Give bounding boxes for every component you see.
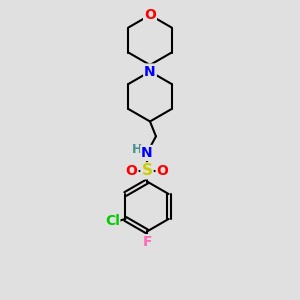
- Text: S: S: [142, 163, 152, 178]
- Text: H: H: [132, 143, 143, 156]
- Text: F: F: [142, 235, 152, 249]
- Text: N: N: [144, 64, 156, 79]
- Text: Cl: Cl: [105, 214, 120, 228]
- Text: O: O: [157, 164, 168, 178]
- Text: N: N: [141, 146, 153, 160]
- Text: O: O: [144, 8, 156, 22]
- Text: O: O: [126, 164, 137, 178]
